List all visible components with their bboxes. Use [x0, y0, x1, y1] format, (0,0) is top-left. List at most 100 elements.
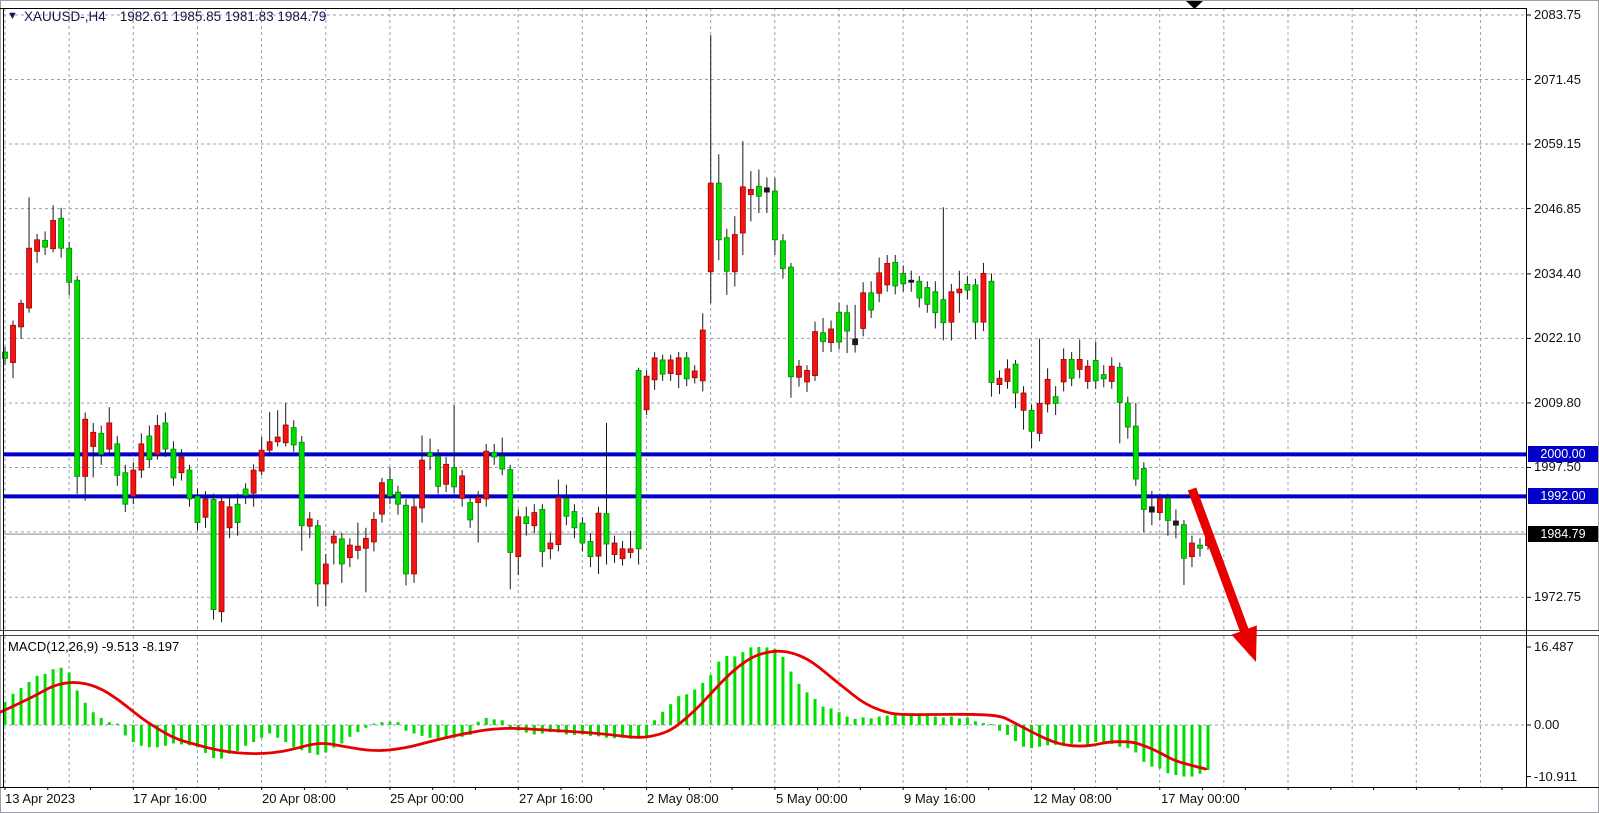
- candle: [780, 234, 786, 279]
- candle: [34, 234, 40, 263]
- candle-body: [772, 190, 778, 241]
- candle-body: [499, 456, 506, 470]
- candle: [379, 477, 385, 523]
- candle-body: [354, 545, 361, 551]
- candle: [1044, 368, 1051, 413]
- time-axis-label[interactable]: 20 Apr 08:00: [262, 791, 336, 806]
- chart-shift-icon[interactable]: [1186, 1, 1203, 9]
- price-axis-label[interactable]: 2071.45: [1534, 71, 1581, 87]
- candle-body: [635, 370, 642, 550]
- candle-body: [675, 357, 682, 376]
- candle: [860, 282, 867, 337]
- candle: [242, 483, 249, 505]
- candle: [852, 304, 859, 353]
- candle-body: [836, 311, 842, 343]
- candle: [1012, 359, 1019, 409]
- candle: [226, 496, 233, 539]
- candle: [82, 412, 89, 501]
- candle: [154, 415, 161, 460]
- time-axis-label[interactable]: 9 May 16:00: [904, 791, 976, 806]
- candle-body: [764, 187, 770, 193]
- candle: [50, 205, 57, 253]
- candle-body: [731, 234, 738, 273]
- candle: [1020, 386, 1027, 430]
- price-axis-label[interactable]: 1972.75: [1534, 589, 1581, 605]
- candle: [1173, 509, 1179, 539]
- candle-body: [1108, 365, 1115, 382]
- candle-body: [1132, 425, 1139, 480]
- time-axis-label[interactable]: 27 Apr 16:00: [519, 791, 593, 806]
- trend-arrow[interactable]: [1187, 487, 1257, 662]
- candle-body: [844, 312, 850, 332]
- candle-body: [226, 506, 233, 529]
- candle: [90, 422, 97, 478]
- candle-body: [1156, 498, 1163, 513]
- candle-body: [146, 435, 153, 460]
- price-axis-label[interactable]: 2046.85: [1534, 200, 1581, 216]
- candle-body: [860, 292, 867, 329]
- chart-frame: [0, 8, 1599, 788]
- time-axis-label[interactable]: 13 Apr 2023: [5, 791, 76, 806]
- candle-body: [619, 548, 626, 560]
- candle-body: [34, 239, 40, 252]
- candle-body: [443, 463, 450, 485]
- axis-ticks: [4, 14, 1531, 790]
- current-price-badge: 1984.79: [1528, 526, 1598, 543]
- price-axis-label[interactable]: 2059.15: [1534, 136, 1581, 152]
- candle: [1068, 352, 1075, 387]
- candle: [659, 354, 666, 381]
- candle: [940, 207, 947, 341]
- candle: [908, 270, 915, 292]
- candle-body: [1165, 498, 1171, 521]
- candle-body: [451, 467, 458, 488]
- candle: [10, 320, 16, 379]
- candle-body: [1028, 409, 1035, 432]
- price-axis-label[interactable]: 2009.80: [1534, 394, 1581, 410]
- candle-body: [459, 475, 466, 499]
- candle: [627, 530, 634, 559]
- candle-body: [290, 427, 297, 446]
- candle: [595, 506, 602, 574]
- price-axis-label[interactable]: 2083.75: [1534, 7, 1581, 22]
- candle: [354, 522, 361, 560]
- macd-scale-label[interactable]: 0.00: [1534, 717, 1560, 732]
- time-axis-label[interactable]: 17 May 00:00: [1161, 791, 1240, 806]
- candle-body: [515, 516, 522, 558]
- candle-body: [403, 504, 409, 575]
- separator-bar[interactable]: [0, 630, 1599, 636]
- candle-body: [916, 280, 923, 299]
- time-axis-label[interactable]: 2 May 08:00: [647, 791, 719, 806]
- candle: [411, 496, 417, 583]
- candle: [403, 498, 409, 586]
- time-axis-label[interactable]: 25 Apr 00:00: [390, 791, 464, 806]
- symbol-dropdown-icon[interactable]: ▼: [7, 10, 18, 22]
- candle-body: [651, 357, 658, 381]
- candle-body: [90, 431, 97, 447]
- price-axis-label[interactable]: 1997.50: [1534, 459, 1581, 475]
- candle: [290, 420, 297, 452]
- pane-separator[interactable]: [0, 630, 1599, 636]
- candle-body: [186, 469, 193, 500]
- candle-body: [330, 535, 337, 544]
- candle: [523, 506, 530, 536]
- candle: [996, 370, 1003, 395]
- time-axis-label[interactable]: 17 Apr 16:00: [133, 791, 207, 806]
- candle: [667, 354, 674, 381]
- price-axis-label[interactable]: 2034.40: [1534, 265, 1581, 281]
- price-axis-label[interactable]: 2022.10: [1534, 330, 1581, 346]
- time-axis-label[interactable]: 5 May 00:00: [776, 791, 848, 806]
- candle: [322, 554, 329, 607]
- candle-body: [932, 291, 939, 314]
- macd-scale-label[interactable]: 16.487: [1534, 639, 1574, 655]
- candle-body: [587, 541, 594, 558]
- macd-scale-label[interactable]: -10.911: [1534, 768, 1578, 784]
- candle: [98, 425, 105, 465]
- candle: [346, 538, 353, 568]
- candle-body: [924, 287, 931, 305]
- candle: [739, 141, 746, 256]
- candle: [491, 443, 498, 465]
- candle: [699, 313, 706, 392]
- time-axis-label[interactable]: 12 May 08:00: [1033, 791, 1112, 806]
- candle-body: [2, 351, 8, 359]
